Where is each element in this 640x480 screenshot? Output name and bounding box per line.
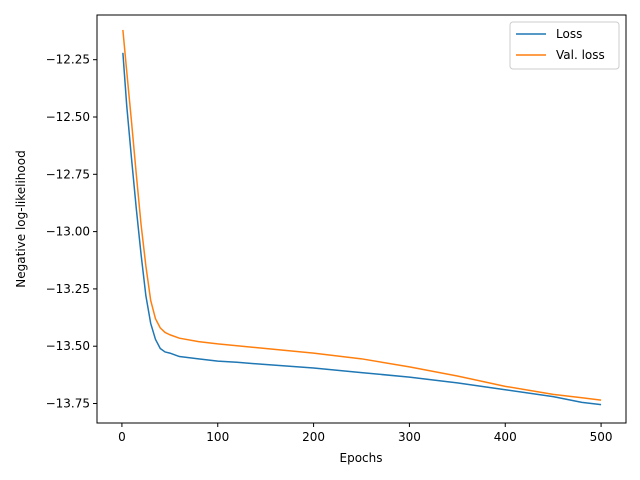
series-line-val-loss: [122, 29, 602, 401]
y-tick-label: −12.50: [46, 110, 90, 124]
y-tick-label: −13.50: [46, 339, 90, 353]
x-axis: 0 100 200 300 400 500: [118, 423, 613, 444]
x-tick-label: 400: [494, 430, 517, 444]
x-tick-label: 100: [206, 430, 229, 444]
plot-content: [122, 29, 602, 406]
x-tick-label: 200: [302, 430, 325, 444]
axes-frame: [96, 14, 627, 424]
x-tick-label: 300: [398, 430, 421, 444]
y-tick-label: −12.75: [46, 167, 90, 181]
legend-label-val-loss: Val. loss: [556, 48, 605, 62]
y-tick-label: −13.25: [46, 282, 90, 296]
x-axis-label: Epochs: [340, 451, 383, 465]
legend-label-loss: Loss: [556, 27, 582, 41]
y-axis-label: Negative log-likelihood: [14, 150, 28, 287]
y-tick-label: −12.25: [46, 53, 90, 67]
series-line-loss: [122, 52, 602, 406]
y-tick-label: −13.00: [46, 225, 90, 239]
x-tick-label: 0: [118, 430, 126, 444]
x-tick-label: 500: [590, 430, 613, 444]
y-axis: −12.25 −12.50 −12.75 −13.00 −13.25 −13.50 −13.…: [46, 53, 97, 411]
y-tick-label: −13.75: [46, 397, 90, 411]
legend: Loss Val. loss: [509, 21, 620, 70]
